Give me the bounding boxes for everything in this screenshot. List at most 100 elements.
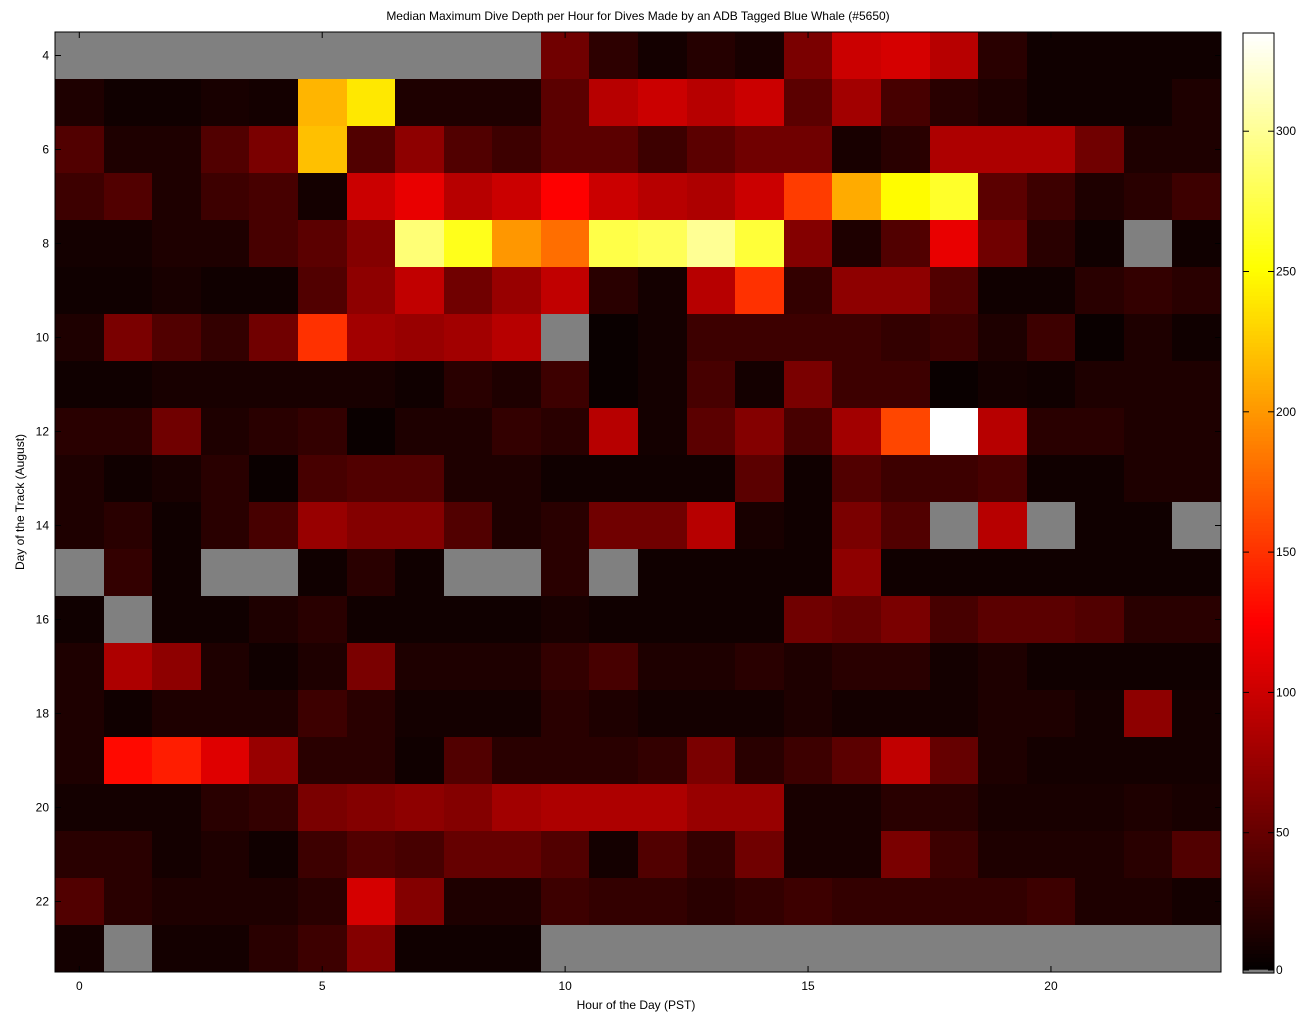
heatmap-cell [444,173,492,220]
heatmap-cell [1124,643,1172,690]
heatmap-cell [104,784,152,831]
heatmap-cell [638,878,687,925]
heatmap-cell [298,220,347,267]
colorbar-segment [1243,432,1274,438]
colorbar-segment [1243,103,1274,109]
colorbar-segment [1243,898,1274,904]
heatmap-cell [638,925,687,972]
heatmap-cell [249,220,298,267]
heatmap-cell [687,267,735,314]
heatmap-cell [1075,173,1124,220]
colorbar-segment [1243,174,1274,179]
colorbar-segment [1243,452,1274,457]
heatmap-cell [1027,79,1075,126]
colorbar-segment [1243,882,1274,888]
colorbar-segment [1243,773,1274,778]
heatmap-cell [1075,549,1124,596]
colorbar-segment [1243,154,1274,159]
heatmap-cell [152,596,201,643]
heatmap-cell [55,32,104,79]
colorbar-segment [1243,479,1274,485]
colorbar-segment [1243,608,1274,614]
heatmap-cell [832,79,881,126]
heatmap-cell [735,502,784,549]
heatmap-cell [1172,455,1221,502]
heatmap-cell [444,455,492,502]
colorbar-segment [1243,177,1274,183]
heatmap-cell [492,220,541,267]
heatmap-cell [1075,737,1124,784]
heatmap-cell [104,878,152,925]
heatmap-cell [687,126,735,173]
heatmap-cell [492,878,541,925]
colorbar-segment [1243,683,1274,688]
colorbar-segment [1243,158,1274,163]
heatmap-cell [687,831,735,878]
heatmap-cell [589,878,638,925]
heatmap-cell [638,549,687,596]
colorbar-segment [1243,510,1274,516]
heatmap-cell [249,455,298,502]
heatmap-cell [784,784,832,831]
heatmap-cell [978,314,1027,361]
colorbar-segment [1243,612,1274,618]
heatmap-cell [638,784,687,831]
heatmap-cell [249,32,298,79]
colorbar-segment [1243,589,1274,594]
colorbar-segment [1243,597,1274,602]
colorbar-tick-label: 300 [1276,124,1296,138]
heatmap-cell [541,784,589,831]
heatmap-cell [930,220,978,267]
heatmap-cell [687,455,735,502]
heatmap-cell [395,314,444,361]
colorbar-segment [1243,969,1274,974]
heatmap-cell [1172,549,1221,596]
colorbar-segment [1243,553,1274,559]
heatmap-cell [832,549,881,596]
heatmap-cell [735,361,784,408]
heatmap-cell [978,32,1027,79]
colorbar-segment [1243,252,1274,257]
heatmap-cell [492,502,541,549]
heatmap-cell [1124,314,1172,361]
colorbar-segment [1243,777,1274,782]
colorbar-tick-label: 250 [1276,265,1296,279]
colorbar-segment [1243,828,1274,833]
heatmap-cell [978,549,1027,596]
heatmap-cell [347,549,395,596]
heatmap-cell [881,314,930,361]
heatmap-cell [784,220,832,267]
heatmap-cell [152,455,201,502]
heatmap-cell [784,361,832,408]
colorbar-segment [1243,679,1274,684]
heatmap-cell [930,267,978,314]
heatmap-cell [881,596,930,643]
heatmap-cell [687,878,735,925]
colorbar-frame [1242,32,1275,974]
heatmap-cell [1075,784,1124,831]
heatmap-cell [638,267,687,314]
colorbar-segment [1243,95,1274,101]
colorbar-segment [1243,342,1274,347]
heatmap-cell [1075,455,1124,502]
colorbar-segment [1243,824,1274,829]
colorbar-segment [1243,550,1274,555]
heatmap-cell [638,314,687,361]
colorbar-segment [1243,213,1274,218]
colorbar-segment [1243,236,1274,242]
heatmap-cell [492,831,541,878]
heatmap-cell [1027,455,1075,502]
heatmap-cell [1027,831,1075,878]
colorbar-segment [1243,72,1274,77]
heatmap-cell [832,925,881,972]
colorbar-segment [1243,150,1274,156]
colorbar-segment [1243,953,1274,958]
colorbar-segment [1243,130,1274,136]
heatmap-cell [1172,502,1221,549]
colorbar-segment [1243,796,1274,802]
heatmap-cell [55,314,104,361]
heatmap-cell [735,267,784,314]
heatmap-cell [1124,173,1172,220]
heatmap-cell [541,361,589,408]
colorbar-segment [1243,937,1274,943]
